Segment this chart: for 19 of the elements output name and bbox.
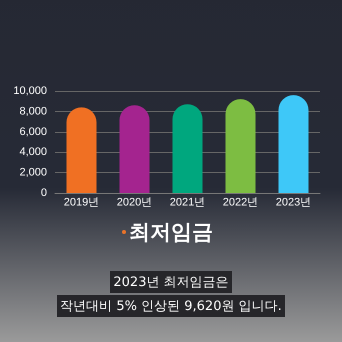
bar	[120, 105, 150, 193]
y-tick-label: 10,000	[13, 85, 47, 97]
bar	[226, 99, 256, 193]
bar	[66, 107, 96, 193]
x-tick-label: 2022년	[222, 196, 258, 208]
text: 최저임금	[129, 220, 213, 244]
x-tick-label: 2021년	[170, 196, 206, 208]
x-tick-label: 2023년	[276, 196, 312, 208]
bar	[172, 104, 202, 193]
x-tick-label: 2019년	[64, 196, 100, 208]
y-tick-label: 4,000	[19, 146, 47, 158]
y-tick-label: 0	[40, 187, 47, 199]
y-tick-label: 6,000	[19, 126, 47, 138]
y-tick-label: 2,000	[19, 166, 47, 179]
text: 작년대비 5% 인상된 9,620원 입니다.	[57, 295, 285, 317]
text: 2023년 최저임금은	[110, 271, 232, 293]
bar	[278, 95, 308, 193]
y-tick-label: 8,000	[19, 105, 47, 118]
x-tick-label: 2020년	[116, 196, 152, 208]
